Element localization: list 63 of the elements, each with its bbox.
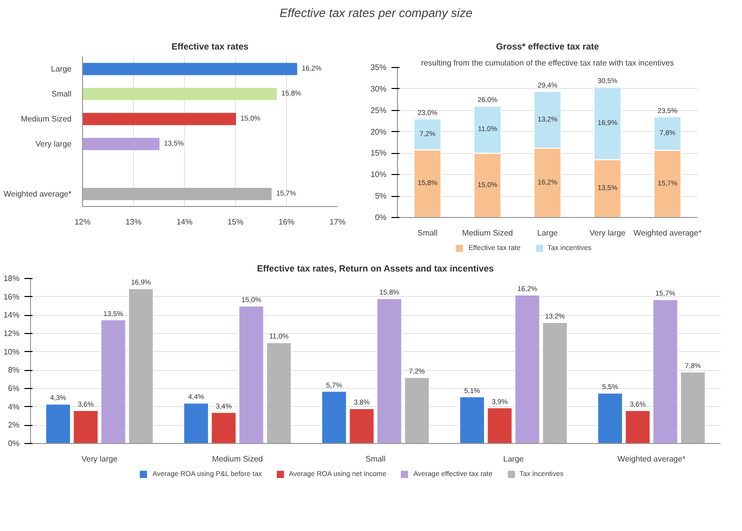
y-tick-label: 18% <box>3 274 20 283</box>
chart-title: Effective tax rates, Return on Assets and tax incentives <box>256 264 494 274</box>
bar <box>266 342 292 444</box>
bar <box>652 299 678 444</box>
bar <box>348 408 375 444</box>
bar <box>238 306 264 444</box>
x-tick-label: Large <box>537 228 558 238</box>
bar <box>404 377 430 444</box>
y-tick-label: 0% <box>374 213 386 222</box>
bar <box>100 319 126 444</box>
bar <box>680 372 706 444</box>
chart-title: Effective tax rates <box>171 42 249 52</box>
y-tick-label: Large <box>51 64 72 74</box>
y-tick-label: 0% <box>8 439 20 448</box>
bar <box>376 298 402 444</box>
x-tick-label: 15% <box>227 218 244 226</box>
y-tick-label: 14% <box>3 310 20 320</box>
text: Effective tax rates per company size <box>278 5 474 22</box>
y-tick-label: 5% <box>374 192 386 201</box>
x-tick-label: Weighted average* <box>634 228 702 238</box>
y-tick-label: Medium Sized <box>20 114 72 124</box>
bar <box>210 412 237 444</box>
y-tick-label: Weighted average* <box>4 190 72 198</box>
bar <box>542 322 568 444</box>
x-tick-label: Medium Sized <box>212 454 263 464</box>
bar <box>486 407 513 444</box>
x-tick-label: Small <box>418 228 438 238</box>
x-tick-label: 13% <box>125 218 142 226</box>
y-tick-label: Small <box>51 90 72 98</box>
x-tick-label: 12% <box>74 218 91 226</box>
x-tick-label: 14% <box>176 218 193 226</box>
y-tick-label: 10% <box>3 347 20 356</box>
bar <box>597 392 624 444</box>
x-tick-label: Medium Sized <box>462 228 513 238</box>
y-tick-label: 6% <box>8 384 20 393</box>
x-tick-label: 16% <box>278 218 295 226</box>
y-tick-label: 8% <box>8 366 20 375</box>
y-tick-label: 2% <box>8 420 20 430</box>
y-tick-label: 30% <box>370 84 387 94</box>
chart-title: Gross* effective tax rate <box>496 42 600 52</box>
bar <box>45 404 72 444</box>
y-tick-label: 25% <box>370 106 387 115</box>
x-tick-label: Very large <box>81 454 118 464</box>
x-tick-label: 17% <box>329 218 346 226</box>
y-tick-label: 12% <box>3 329 20 338</box>
bar <box>459 396 486 444</box>
y-tick-label: 35% <box>370 63 387 72</box>
bar <box>514 294 540 444</box>
x-tick-label: Weighted average* <box>618 454 686 464</box>
bar <box>624 410 651 444</box>
y-tick-label: Very large <box>35 140 72 148</box>
y-tick-label: 10% <box>370 170 387 180</box>
y-tick-label: 4% <box>8 402 20 412</box>
chart-subtitle: resulting from the cumulation of the effective tax rate with tax incentives <box>421 58 674 68</box>
y-tick-label: 20% <box>370 127 387 136</box>
x-tick-label: Large <box>503 454 524 464</box>
x-tick-label: Very large <box>589 228 626 238</box>
y-tick-label: 15% <box>370 148 387 158</box>
bar <box>321 390 348 444</box>
bar <box>72 410 99 444</box>
bar <box>183 402 210 444</box>
bar <box>128 288 154 444</box>
y-tick-label: 16% <box>3 292 20 302</box>
